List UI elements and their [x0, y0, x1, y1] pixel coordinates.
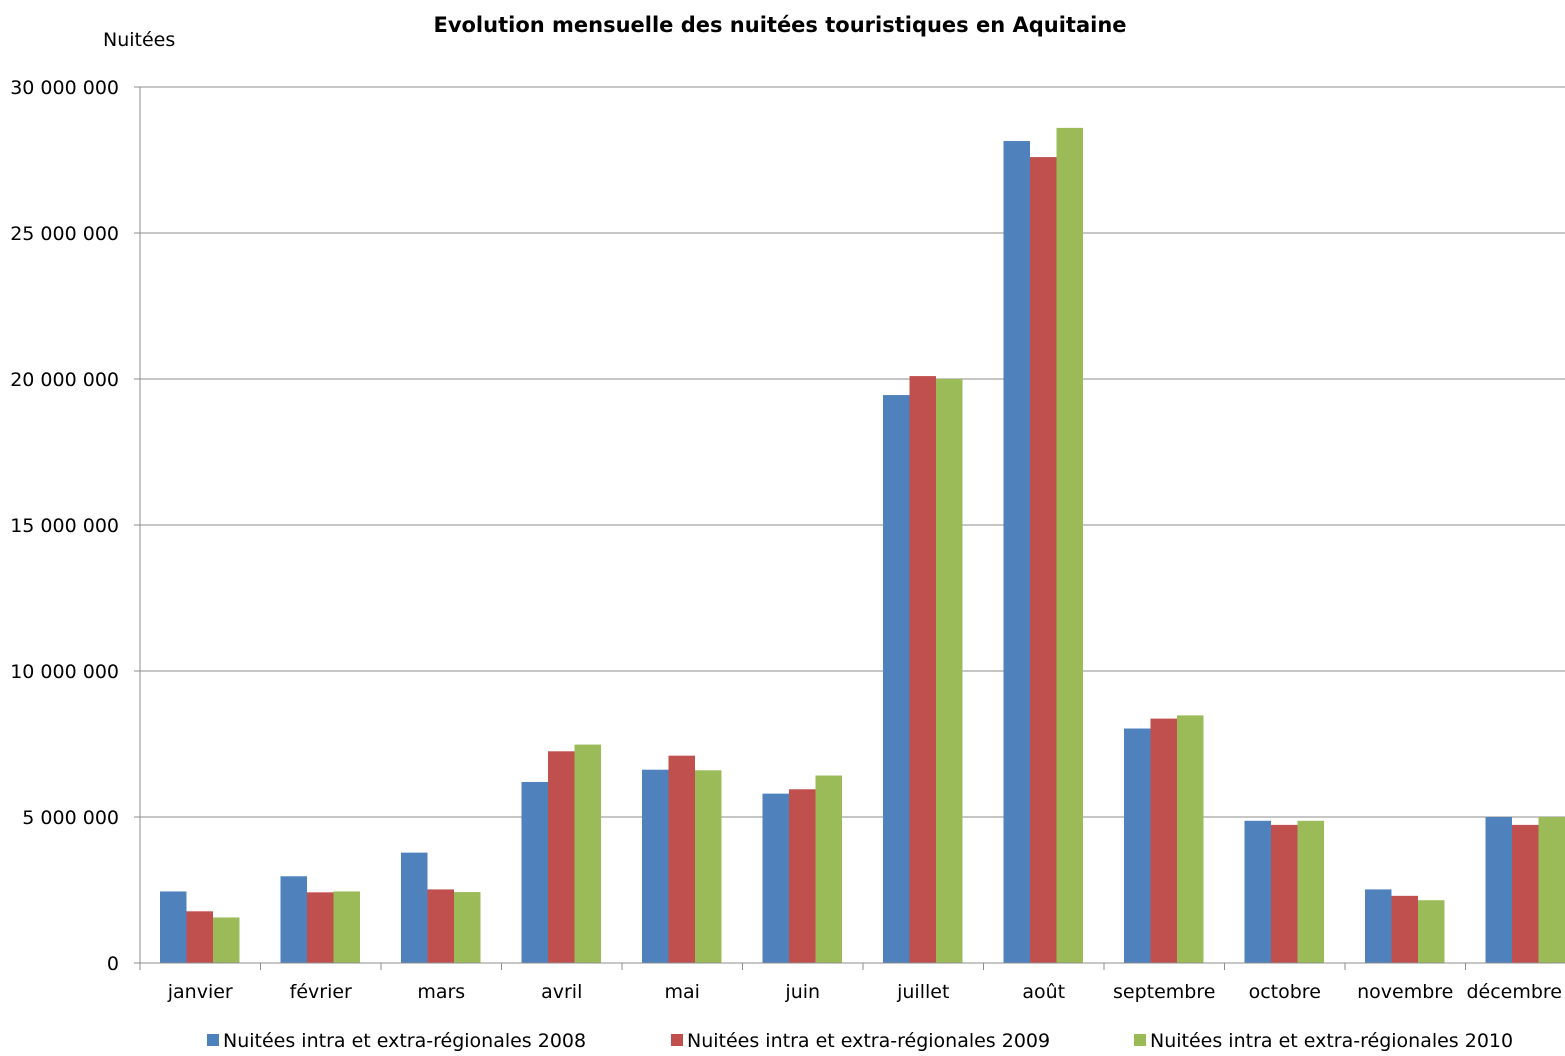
bar-2-juillet [910, 376, 937, 963]
bar-2-mai [669, 756, 696, 963]
bar-3-janvier [213, 917, 240, 963]
bar-3-novembre [1418, 900, 1445, 963]
bar-3-décembre [1539, 817, 1565, 963]
x-tick-label: avril [541, 981, 582, 1003]
bar-1-janvier [160, 891, 187, 963]
bar-2-avril [548, 751, 575, 963]
bar-2-janvier [187, 911, 214, 963]
gridlines [134, 87, 1565, 963]
x-tick-label: juillet [896, 981, 949, 1003]
bar-2-octobre [1271, 825, 1298, 963]
bar-2-mars [428, 889, 455, 963]
bar-2-février [307, 892, 334, 963]
y-tick-label: 25 000 000 [10, 223, 119, 245]
y-tick-label: 5 000 000 [22, 807, 119, 829]
bar-1-février [281, 876, 308, 963]
x-tick-label: janvier [167, 981, 233, 1003]
bar-3-février [334, 891, 361, 963]
x-tick-label: juin [784, 981, 820, 1003]
bar-1-octobre [1245, 821, 1272, 963]
bar-2-décembre [1512, 825, 1539, 963]
bar-3-mars [454, 892, 481, 963]
legend: Nuitées intra et extra-régionales 2008 Nu… [207, 1030, 1513, 1052]
y-tick-label: 0 [107, 953, 119, 975]
bar-3-mai [695, 770, 722, 963]
x-tick-label: septembre [1113, 981, 1215, 1003]
bar-1-juin [763, 794, 790, 963]
x-tick-label: février [290, 981, 352, 1003]
chart-title: Evolution mensuelle des nuitées touristi… [433, 13, 1126, 37]
bar-1-mai [642, 770, 669, 963]
legend-swatch-3 [1134, 1034, 1146, 1046]
y-tick-label: 20 000 000 [10, 369, 119, 391]
y-tick-labels: 0 5 000 000 10 000 000 15 000 000 20 000 000… [10, 77, 119, 975]
bar-2-novembre [1392, 896, 1419, 963]
x-tick-label: mai [665, 981, 700, 1003]
bar-2-août [1030, 157, 1057, 963]
bar-2-juin [789, 789, 816, 963]
bars [160, 128, 1565, 963]
legend-label-3: Nuitées intra et extra-régionales 2010 [1150, 1030, 1513, 1052]
x-tick-label: novembre [1357, 981, 1453, 1003]
y-tick-label: 10 000 000 [10, 661, 119, 683]
legend-swatch-1 [207, 1034, 219, 1046]
y-tick-label: 30 000 000 [10, 77, 119, 99]
bar-1-mars [401, 853, 428, 963]
bar-1-décembre [1486, 817, 1513, 963]
axes [140, 87, 1565, 970]
x-tick-labels: janvier février mars avril mai juin juillet aoû… [167, 981, 1562, 1003]
x-tick-label: mars [417, 981, 465, 1003]
x-tick-label: octobre [1249, 981, 1321, 1003]
bar-1-novembre [1365, 889, 1392, 963]
bar-1-septembre [1124, 729, 1151, 963]
bar-1-août [1004, 141, 1031, 963]
bar-3-juillet [936, 379, 963, 963]
legend-swatch-2 [671, 1034, 683, 1046]
bar-3-octobre [1298, 821, 1325, 963]
bar-3-août [1057, 128, 1084, 963]
bar-1-juillet [883, 395, 910, 963]
y-tick-label: 15 000 000 [10, 515, 119, 537]
legend-label-1: Nuitées intra et extra-régionales 2008 [223, 1030, 586, 1052]
x-tick-label: décembre [1466, 981, 1562, 1003]
x-tick-label: août [1022, 981, 1065, 1003]
bar-3-septembre [1177, 715, 1204, 963]
bar-3-avril [575, 745, 602, 963]
bar-3-juin [816, 776, 843, 963]
legend-label-2: Nuitées intra et extra-régionales 2009 [687, 1030, 1050, 1052]
bar-2-septembre [1151, 719, 1178, 963]
y-axis-label: Nuitées [103, 29, 175, 51]
bar-1-avril [522, 782, 549, 963]
